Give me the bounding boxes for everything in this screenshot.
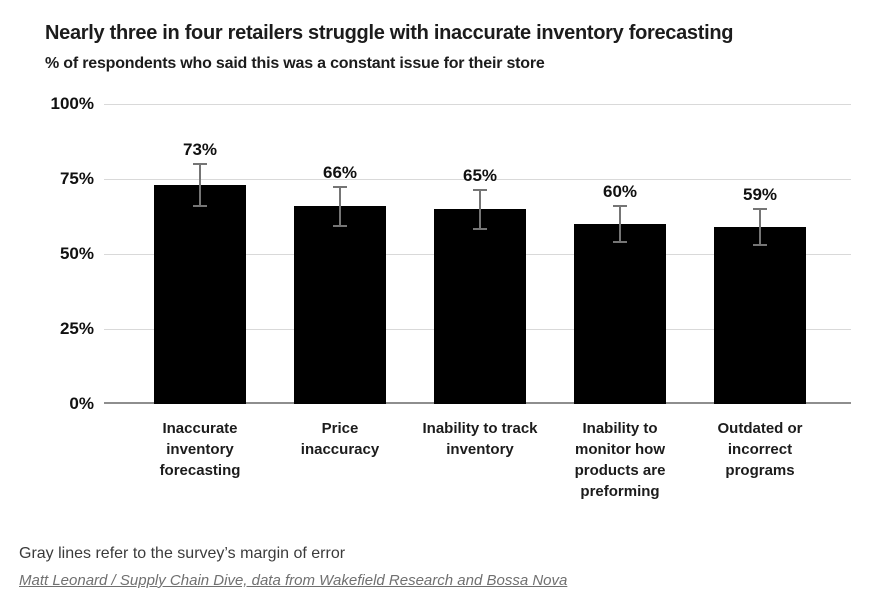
chart-title: Nearly three in four retailers struggle …: [45, 22, 734, 44]
error-cap-top: [473, 188, 487, 191]
x-axis-label: Outdated or incorrect programs: [717, 420, 803, 479]
y-axis-label: 100%: [50, 94, 94, 113]
error-bar: [619, 206, 621, 242]
bar-value-label: 60%: [602, 182, 638, 201]
error-cap-top: [753, 208, 767, 210]
x-axis-label: Inability to track inventory: [422, 420, 538, 458]
error-cap-bottom: [753, 244, 767, 246]
error-bar: [199, 164, 201, 206]
plot-area: 73% 66% 65% 60% 59%: [104, 103, 851, 404]
y-axis: 0% 25% 50% 75% 100%: [0, 94, 94, 413]
bar: [294, 206, 386, 404]
error-cap-bottom: [613, 241, 627, 243]
error-bar: [759, 209, 761, 245]
y-axis-label: 25%: [59, 319, 94, 338]
error-cap-bottom: [333, 224, 347, 227]
error-cap-top: [333, 185, 347, 188]
error-bar: [479, 189, 481, 229]
source-link[interactable]: Matt Leonard / Supply Chain Dive, data f…: [19, 572, 568, 589]
gridline: [104, 178, 851, 180]
x-axis: Inaccurate inventory forecasting Price in…: [104, 418, 851, 518]
bar: [714, 227, 806, 404]
bar-value-label: 73%: [182, 140, 218, 159]
y-axis-label: 0%: [69, 394, 94, 413]
chart-subtitle: % of respondents who said this was a con…: [45, 55, 545, 72]
y-axis-label: 50%: [59, 244, 94, 263]
x-axis-label: Inability to monitor how products are pr…: [574, 420, 666, 500]
footer-note: Gray lines refer to the survey’s margin …: [19, 545, 346, 562]
error-cap-top: [613, 205, 627, 207]
gridline: [104, 103, 851, 105]
bar-value-label: 59%: [742, 185, 778, 204]
error-bar: [339, 186, 341, 226]
error-cap-bottom: [473, 227, 487, 230]
bar-value-label: 65%: [462, 165, 498, 185]
bar: [574, 224, 666, 404]
error-cap-top: [193, 163, 207, 165]
x-axis-label: Inaccurate inventory forecasting: [159, 420, 241, 479]
bar: [434, 209, 526, 404]
bar-value-label: 66%: [322, 162, 358, 182]
x-axis-label: Price inaccuracy: [300, 420, 380, 458]
error-cap-bottom: [193, 205, 207, 207]
y-axis-label: 75%: [59, 169, 94, 188]
bar: [154, 185, 246, 404]
